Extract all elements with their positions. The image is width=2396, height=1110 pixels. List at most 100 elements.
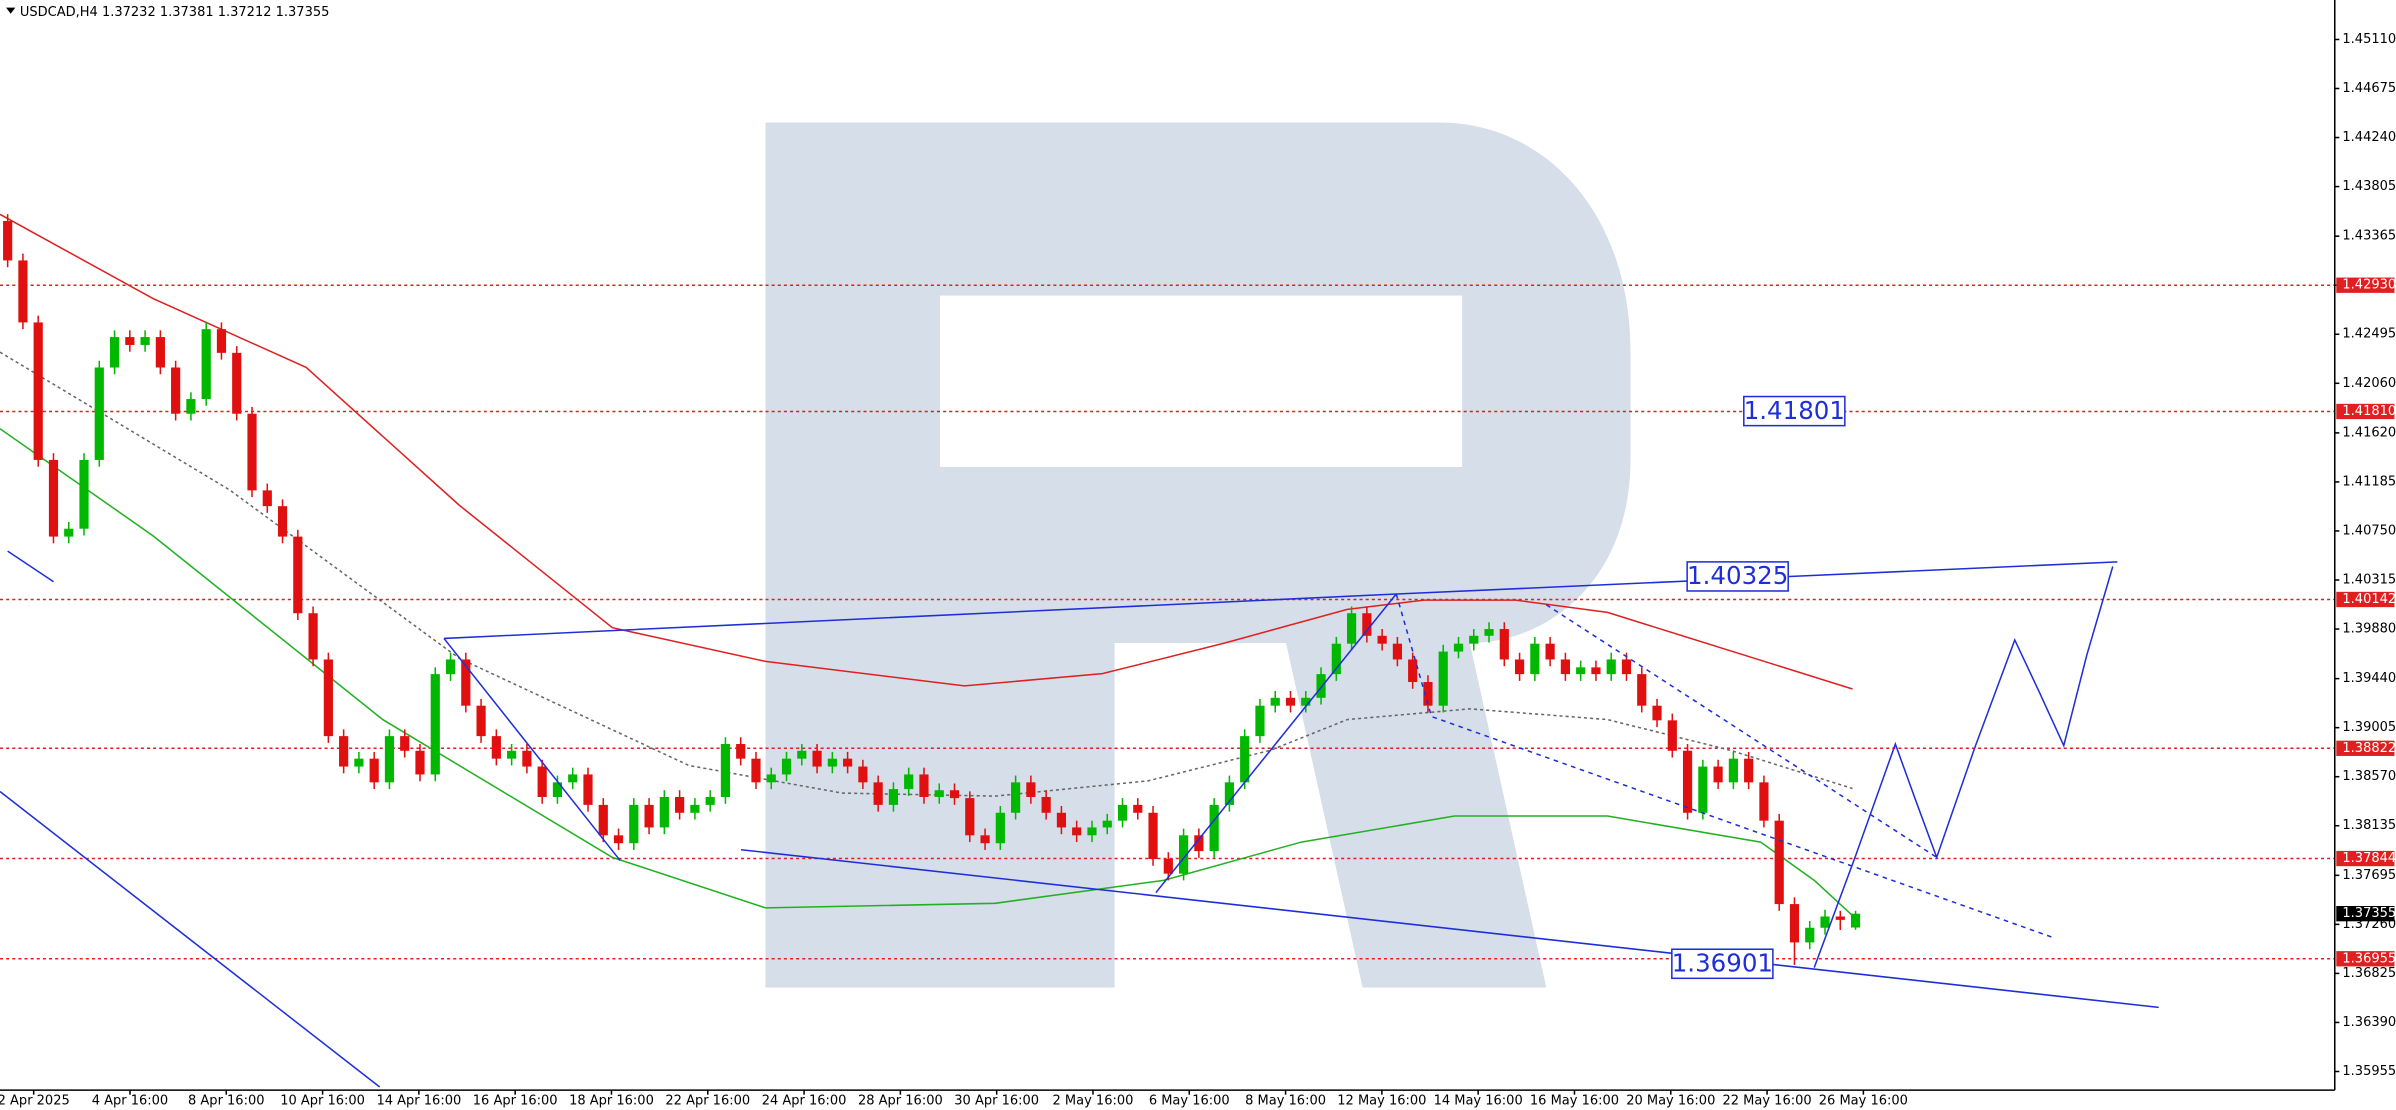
candle-body <box>1637 674 1647 706</box>
candle-body <box>995 812 1005 844</box>
y-tick-label: 1.36390 <box>2342 1015 2396 1030</box>
candle-body <box>140 337 150 345</box>
candle-body <box>3 220 13 261</box>
candle-body <box>1667 720 1677 751</box>
candle-body <box>293 536 303 614</box>
y-tick-label: 1.43805 <box>2342 179 2396 194</box>
y-tick-label: 1.42060 <box>2342 376 2396 391</box>
candle-body <box>980 835 990 844</box>
level-label: 1.40142 <box>2342 592 2396 607</box>
candle-body <box>1606 659 1616 675</box>
candle-body <box>1301 697 1311 706</box>
candle-body <box>904 774 914 790</box>
candle-body <box>1453 643 1464 652</box>
level-tag <box>2336 951 2395 967</box>
candle-body <box>1652 705 1662 721</box>
level-tag <box>2336 277 2395 293</box>
candle-body <box>64 528 74 537</box>
level-label: 1.38822 <box>2342 741 2396 756</box>
y-tick-label: 1.39005 <box>2342 720 2396 735</box>
candle-body <box>1591 667 1601 675</box>
current-price-tag <box>2336 906 2395 922</box>
chart-title: USDCAD,H4 1.37232 1.37381 1.37212 1.3735… <box>20 5 330 20</box>
candle-body <box>659 796 669 828</box>
x-tick-label: 16 May 16:00 <box>1530 1093 1619 1108</box>
candle-body <box>827 758 837 767</box>
watermark <box>765 122 1631 988</box>
candle-body <box>277 506 288 537</box>
annotation: 1.36901 <box>1671 948 1774 980</box>
candle-body <box>598 804 608 836</box>
candle-body <box>1728 758 1738 783</box>
candle-body <box>1331 643 1341 675</box>
x-tick-label: 14 Apr 16:00 <box>376 1093 461 1108</box>
candle-body <box>216 329 227 353</box>
candle-body <box>1560 659 1570 675</box>
candle-body <box>1026 782 1036 797</box>
candle-body <box>1698 766 1708 813</box>
y-tick-label: 1.38135 <box>2342 818 2396 833</box>
y-tick-label: 1.37695 <box>2342 868 2396 883</box>
candle-body <box>354 758 364 767</box>
level-tag <box>2336 850 2395 867</box>
level-label: 1.36955 <box>2342 951 2396 966</box>
x-tick-label: 8 May 16:00 <box>1245 1093 1326 1108</box>
candle-body <box>1072 827 1082 836</box>
y-tick-label: 1.40315 <box>2342 572 2396 587</box>
candle-body <box>155 337 165 368</box>
y-tick-label: 1.45110 <box>2342 32 2396 47</box>
candle-body <box>1255 705 1265 737</box>
candle-body <box>1545 643 1555 660</box>
candle-body <box>1408 659 1418 683</box>
y-tick-label: 1.40750 <box>2342 523 2396 538</box>
candle-body <box>232 352 242 414</box>
y-tick-label: 1.41620 <box>2342 425 2396 440</box>
candle-body <box>476 705 486 737</box>
candle-body <box>125 337 135 345</box>
level-tag <box>2336 591 2395 608</box>
annotation: 1.40325 <box>1686 561 1789 592</box>
candle-body <box>583 774 593 805</box>
x-tick-label: 28 Apr 16:00 <box>858 1093 943 1108</box>
candle-body <box>552 782 563 797</box>
candle-body <box>1377 635 1387 644</box>
x-tick-label: 24 Apr 16:00 <box>762 1093 847 1108</box>
candle-body <box>262 490 272 507</box>
candle-body <box>675 796 685 813</box>
candle-body <box>186 399 196 414</box>
candle-body <box>1484 629 1494 636</box>
candle-body <box>1316 674 1326 698</box>
x-tick-label: 18 Apr 16:00 <box>569 1093 654 1108</box>
candle-body <box>308 613 318 660</box>
candle-body <box>1469 635 1479 644</box>
trend-lines <box>0 550 2159 1088</box>
level-tag <box>2336 403 2395 420</box>
x-tick-label: 2 May 16:00 <box>1053 1093 1134 1108</box>
candle-body <box>965 798 975 836</box>
level-label: 1.37844 <box>2342 851 2396 866</box>
candle-body <box>1240 736 1250 783</box>
candle-body <box>247 413 257 491</box>
candle-body <box>1346 613 1357 644</box>
annotation-label: 1.40325 <box>1687 561 1788 590</box>
candle-body <box>690 804 700 813</box>
time-scale: 2 Apr 2025 4 Apr 16:00 8 Apr 16:00 10 Apr 1… <box>0 1090 1908 1108</box>
candle-body <box>736 744 746 759</box>
y-tick-label: 1.41185 <box>2342 474 2396 489</box>
candle-body <box>1713 766 1723 783</box>
candle-body <box>415 750 425 775</box>
level-tag <box>2336 740 2395 756</box>
x-tick-label: 6 May 16:00 <box>1149 1093 1230 1108</box>
candle-body <box>613 835 624 844</box>
candle-body <box>1682 750 1693 813</box>
y-tick-label: 1.36825 <box>2342 966 2396 981</box>
x-tick-label: 12 May 16:00 <box>1337 1093 1426 1108</box>
x-tick-label: 16 Apr 16:00 <box>473 1093 558 1108</box>
candle-body <box>858 766 868 783</box>
candle-body <box>1041 796 1051 813</box>
candle-body <box>1744 758 1754 783</box>
moving-average-green <box>0 428 1854 917</box>
candle-body <box>400 736 410 751</box>
